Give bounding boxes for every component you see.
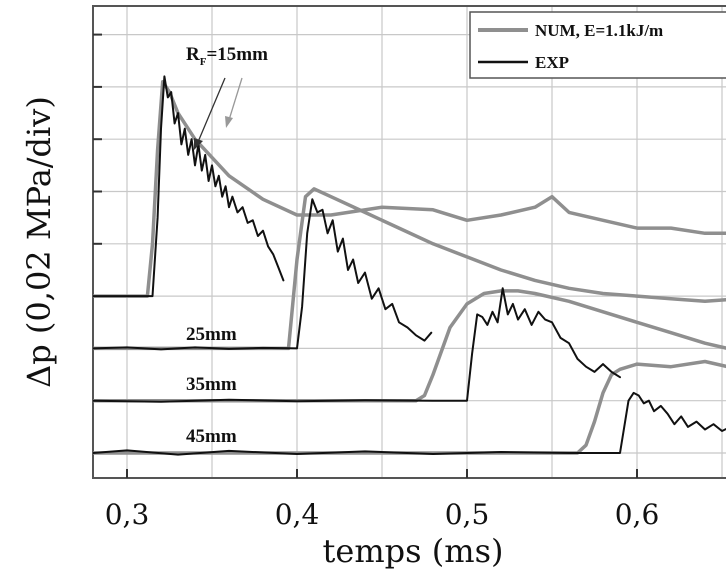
series-exp-25mm xyxy=(93,198,433,351)
series-num-15mm xyxy=(93,79,726,298)
legend-box xyxy=(469,11,726,79)
series-num-45mm xyxy=(93,359,726,455)
legend-label-num: NUM, E=1.1kJ/m xyxy=(535,21,663,40)
annotation-15mm-rest: =15mm xyxy=(206,44,268,65)
annotation-45mm: 45mm xyxy=(186,426,237,447)
series-exp-15mm xyxy=(93,75,285,298)
annotation-15mm-sub: F xyxy=(200,56,207,68)
arrow-head-num xyxy=(225,116,233,128)
plot-frame xyxy=(92,5,726,479)
annotation-15mm: RF=15mm xyxy=(186,44,268,68)
arrow-head-exp xyxy=(194,138,203,150)
x-axis-title: temps (ms) xyxy=(323,532,504,570)
x-ticks: 0,3 0,4 0,5 0,6 xyxy=(105,469,660,531)
annotations: RF=15mm 25mm 35mm 45mm xyxy=(186,44,268,447)
y-axis-title: Δp (0,02 MPa/div) xyxy=(20,96,58,388)
annotation-15mm-main: R xyxy=(186,44,200,65)
x-tick-label-1: 0,4 xyxy=(275,498,320,531)
x-tick-label-0: 0,3 xyxy=(105,498,150,531)
arrow-to-exp xyxy=(197,77,226,143)
legend-label-exp: EXP xyxy=(535,53,569,72)
y-ticks xyxy=(93,33,102,454)
x-tick-label-2: 0,5 xyxy=(445,498,490,531)
series-num-25mm xyxy=(93,187,726,351)
series-layer xyxy=(93,75,726,456)
annotation-35mm: 35mm xyxy=(186,374,237,395)
arrow-to-num xyxy=(228,77,243,121)
legend: NUM, E=1.1kJ/m EXP xyxy=(469,11,726,79)
series-exp-35mm xyxy=(93,287,621,403)
series-exp-45mm xyxy=(93,391,726,456)
x-tick-label-3: 0,6 xyxy=(615,498,660,531)
annotation-25mm: 25mm xyxy=(186,324,237,345)
series-num-35mm xyxy=(93,289,726,403)
